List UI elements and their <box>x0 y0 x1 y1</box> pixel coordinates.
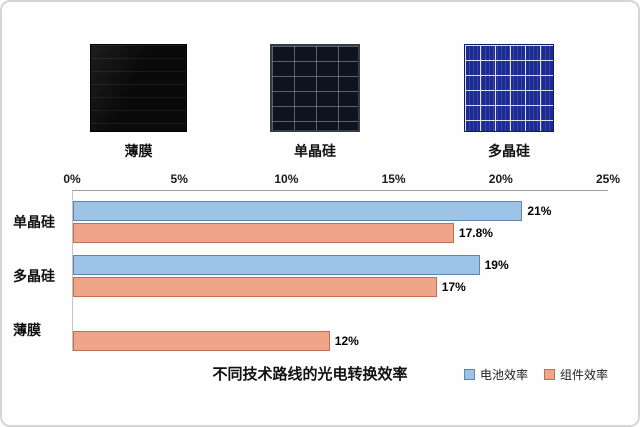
bar-row: 17.8% <box>73 223 608 243</box>
bar-value-label: 12% <box>334 334 359 348</box>
bar-row: 21% <box>73 201 608 221</box>
panel-caption: 多晶硅 <box>488 143 530 159</box>
bar-cell-efficiency <box>73 255 480 275</box>
legend-swatch <box>543 369 555 380</box>
x-tick-label: 25% <box>595 172 621 186</box>
bar-row: 12% <box>73 331 608 351</box>
bar-row: 19% <box>73 255 608 275</box>
bar-module-efficiency <box>73 223 454 243</box>
panel-caption: 单晶硅 <box>294 143 336 159</box>
bar-group: 薄膜 12% <box>13 309 608 351</box>
solar-panel-figure: 多晶硅 <box>464 44 554 161</box>
poly-panel-image <box>464 44 554 132</box>
legend-label: 电池效率 <box>479 368 528 382</box>
legend-item-module-efficiency: 组件效率 <box>543 366 608 383</box>
solar-panel-figure: 薄膜 <box>90 44 187 161</box>
panel-row: 薄膜 单晶硅 多晶硅 <box>2 2 638 160</box>
category-label: 多晶硅 <box>13 268 55 284</box>
legend-label: 组件效率 <box>559 368 608 382</box>
bar-row: 17% <box>73 277 608 297</box>
bar-value-label: 17.8% <box>458 226 493 240</box>
legend-item-cell-efficiency: 电池效率 <box>463 366 528 383</box>
x-tick-label: 20% <box>488 172 513 186</box>
bar-value-label: 19% <box>484 258 509 272</box>
bar-row <box>73 309 608 329</box>
solar-panel-figure: 单晶硅 <box>270 44 360 161</box>
bar-value-label: 21% <box>527 204 552 218</box>
x-tick-label: 10% <box>274 172 299 186</box>
bar-module-efficiency <box>73 277 437 297</box>
chart-footer: 不同技术路线的光电转换效率 电池效率 组件效率 <box>12 363 608 389</box>
category-label: 单晶硅 <box>13 214 55 230</box>
x-tick-label: 5% <box>170 172 188 186</box>
efficiency-bar-chart: 0% 5% 10% 15% 20% 25% 单晶硅 21% 17.8% 多晶硅 19% 17% 薄膜 1… <box>12 170 620 389</box>
bar-module-efficiency <box>73 331 330 351</box>
legend-swatch <box>463 369 475 380</box>
bar-value-label: 17% <box>441 280 466 294</box>
x-tick-label: 15% <box>381 172 406 186</box>
category-label: 薄膜 <box>13 322 41 338</box>
legend: 电池效率 组件效率 <box>463 366 608 383</box>
mono-panel-image <box>270 44 360 132</box>
bar-cell-efficiency <box>73 201 523 221</box>
bar-group: 多晶硅 19% 17% <box>13 255 608 297</box>
x-tick-label: 0% <box>63 172 81 186</box>
thin-film-panel-image <box>90 44 187 132</box>
bar-group: 单晶硅 21% 17.8% <box>13 201 608 243</box>
plot-area: 单晶硅 21% 17.8% 多晶硅 19% 17% 薄膜 12% <box>13 190 608 351</box>
panel-caption: 薄膜 <box>124 143 153 159</box>
chart-title: 不同技术路线的光电转换效率 <box>212 366 408 383</box>
x-axis-ticks: 0% 5% 10% 15% 20% 25% <box>63 170 620 190</box>
